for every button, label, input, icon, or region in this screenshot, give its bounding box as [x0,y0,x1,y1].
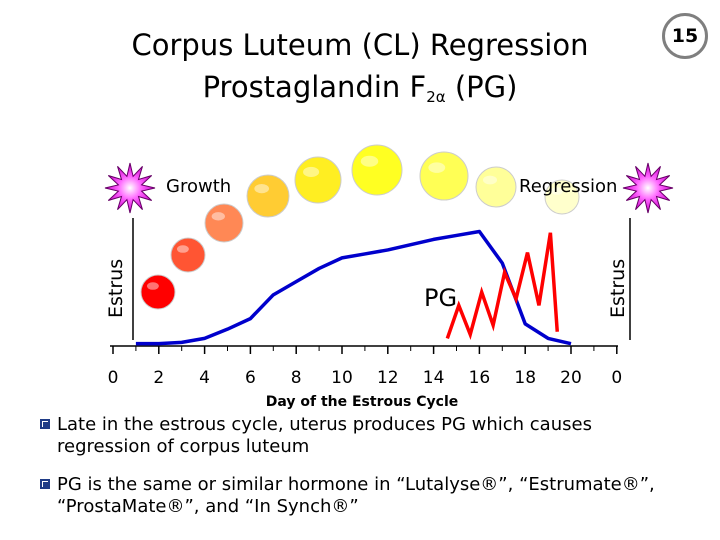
bullet-text: PG is the same or similar hormone in “Lu… [57,474,655,517]
x-tick-label: 0 [611,368,622,388]
corpus-luteum-highlight [360,155,379,167]
bullet-box-icon [40,419,50,429]
slide-subtitle: Prostaglandin F2α (PG) [0,70,720,106]
regression-label: Regression [519,176,617,197]
subtitle-subscript: 2α [426,88,446,106]
bullet-box-icon [40,479,50,489]
corpus-luteum-highlight [550,187,563,195]
corpus-luteum-highlight [211,212,225,221]
corpus-luteum-icon [351,144,403,196]
corpus-luteum-line [135,229,572,346]
subtitle-main: Prostaglandin F [202,70,427,104]
corpus-luteum-icon [419,151,469,201]
corpus-luteum-icon [204,203,244,243]
slide-title: Corpus Luteum (CL) Regression [131,28,589,62]
bullet-item-2: PG is the same or similar hormone in “Lu… [40,474,680,518]
growth-label: Growth [166,176,231,197]
x-axis-title: Day of the Estrous Cycle [266,394,459,410]
corpus-luteum-highlight [483,175,497,185]
slide-number-badge: 15 [662,13,708,59]
corpus-luteum-icon [544,179,580,215]
follicle-star-icon [104,162,156,214]
x-tick-label: 10 [331,368,353,388]
x-tick-label: 6 [245,368,256,388]
corpus-luteum-highlight [428,162,446,173]
corpus-luteum-icon [475,166,517,208]
corpus-luteum-highlight [254,184,270,194]
x-tick-label: 20 [560,368,582,388]
estrus-label-left: Estrus [105,259,127,318]
x-tick-label: 14 [423,368,445,388]
x-tick-label: 8 [291,368,302,388]
corpus-luteum-icon [246,174,290,218]
x-tick-label: 16 [469,368,491,388]
x-tick-label: 12 [377,368,399,388]
bullet-text: Late in the estrous cycle, uterus produc… [57,414,592,457]
x-tick-label: 18 [514,368,536,388]
corpus-luteum-icon [294,156,342,204]
pg-pulse-line [445,232,560,340]
corpus-luteum-icon [140,274,176,310]
corpus-luteum-highlight [303,166,320,178]
corpus-luteum-highlight [146,282,159,290]
estrus-label-right: Estrus [607,259,629,318]
x-tick-label: 4 [199,368,210,388]
corpus-luteum-icon [170,237,206,273]
pg-label: PG [424,284,457,312]
bullet-item-1: Late in the estrous cycle, uterus produc… [40,414,680,458]
x-tick-label: 2 [153,368,164,388]
follicle-star-icon [622,162,674,214]
corpus-luteum-highlight [176,245,189,253]
subtitle-suffix: (PG) [445,70,518,104]
x-tick-label: 0 [108,368,119,388]
